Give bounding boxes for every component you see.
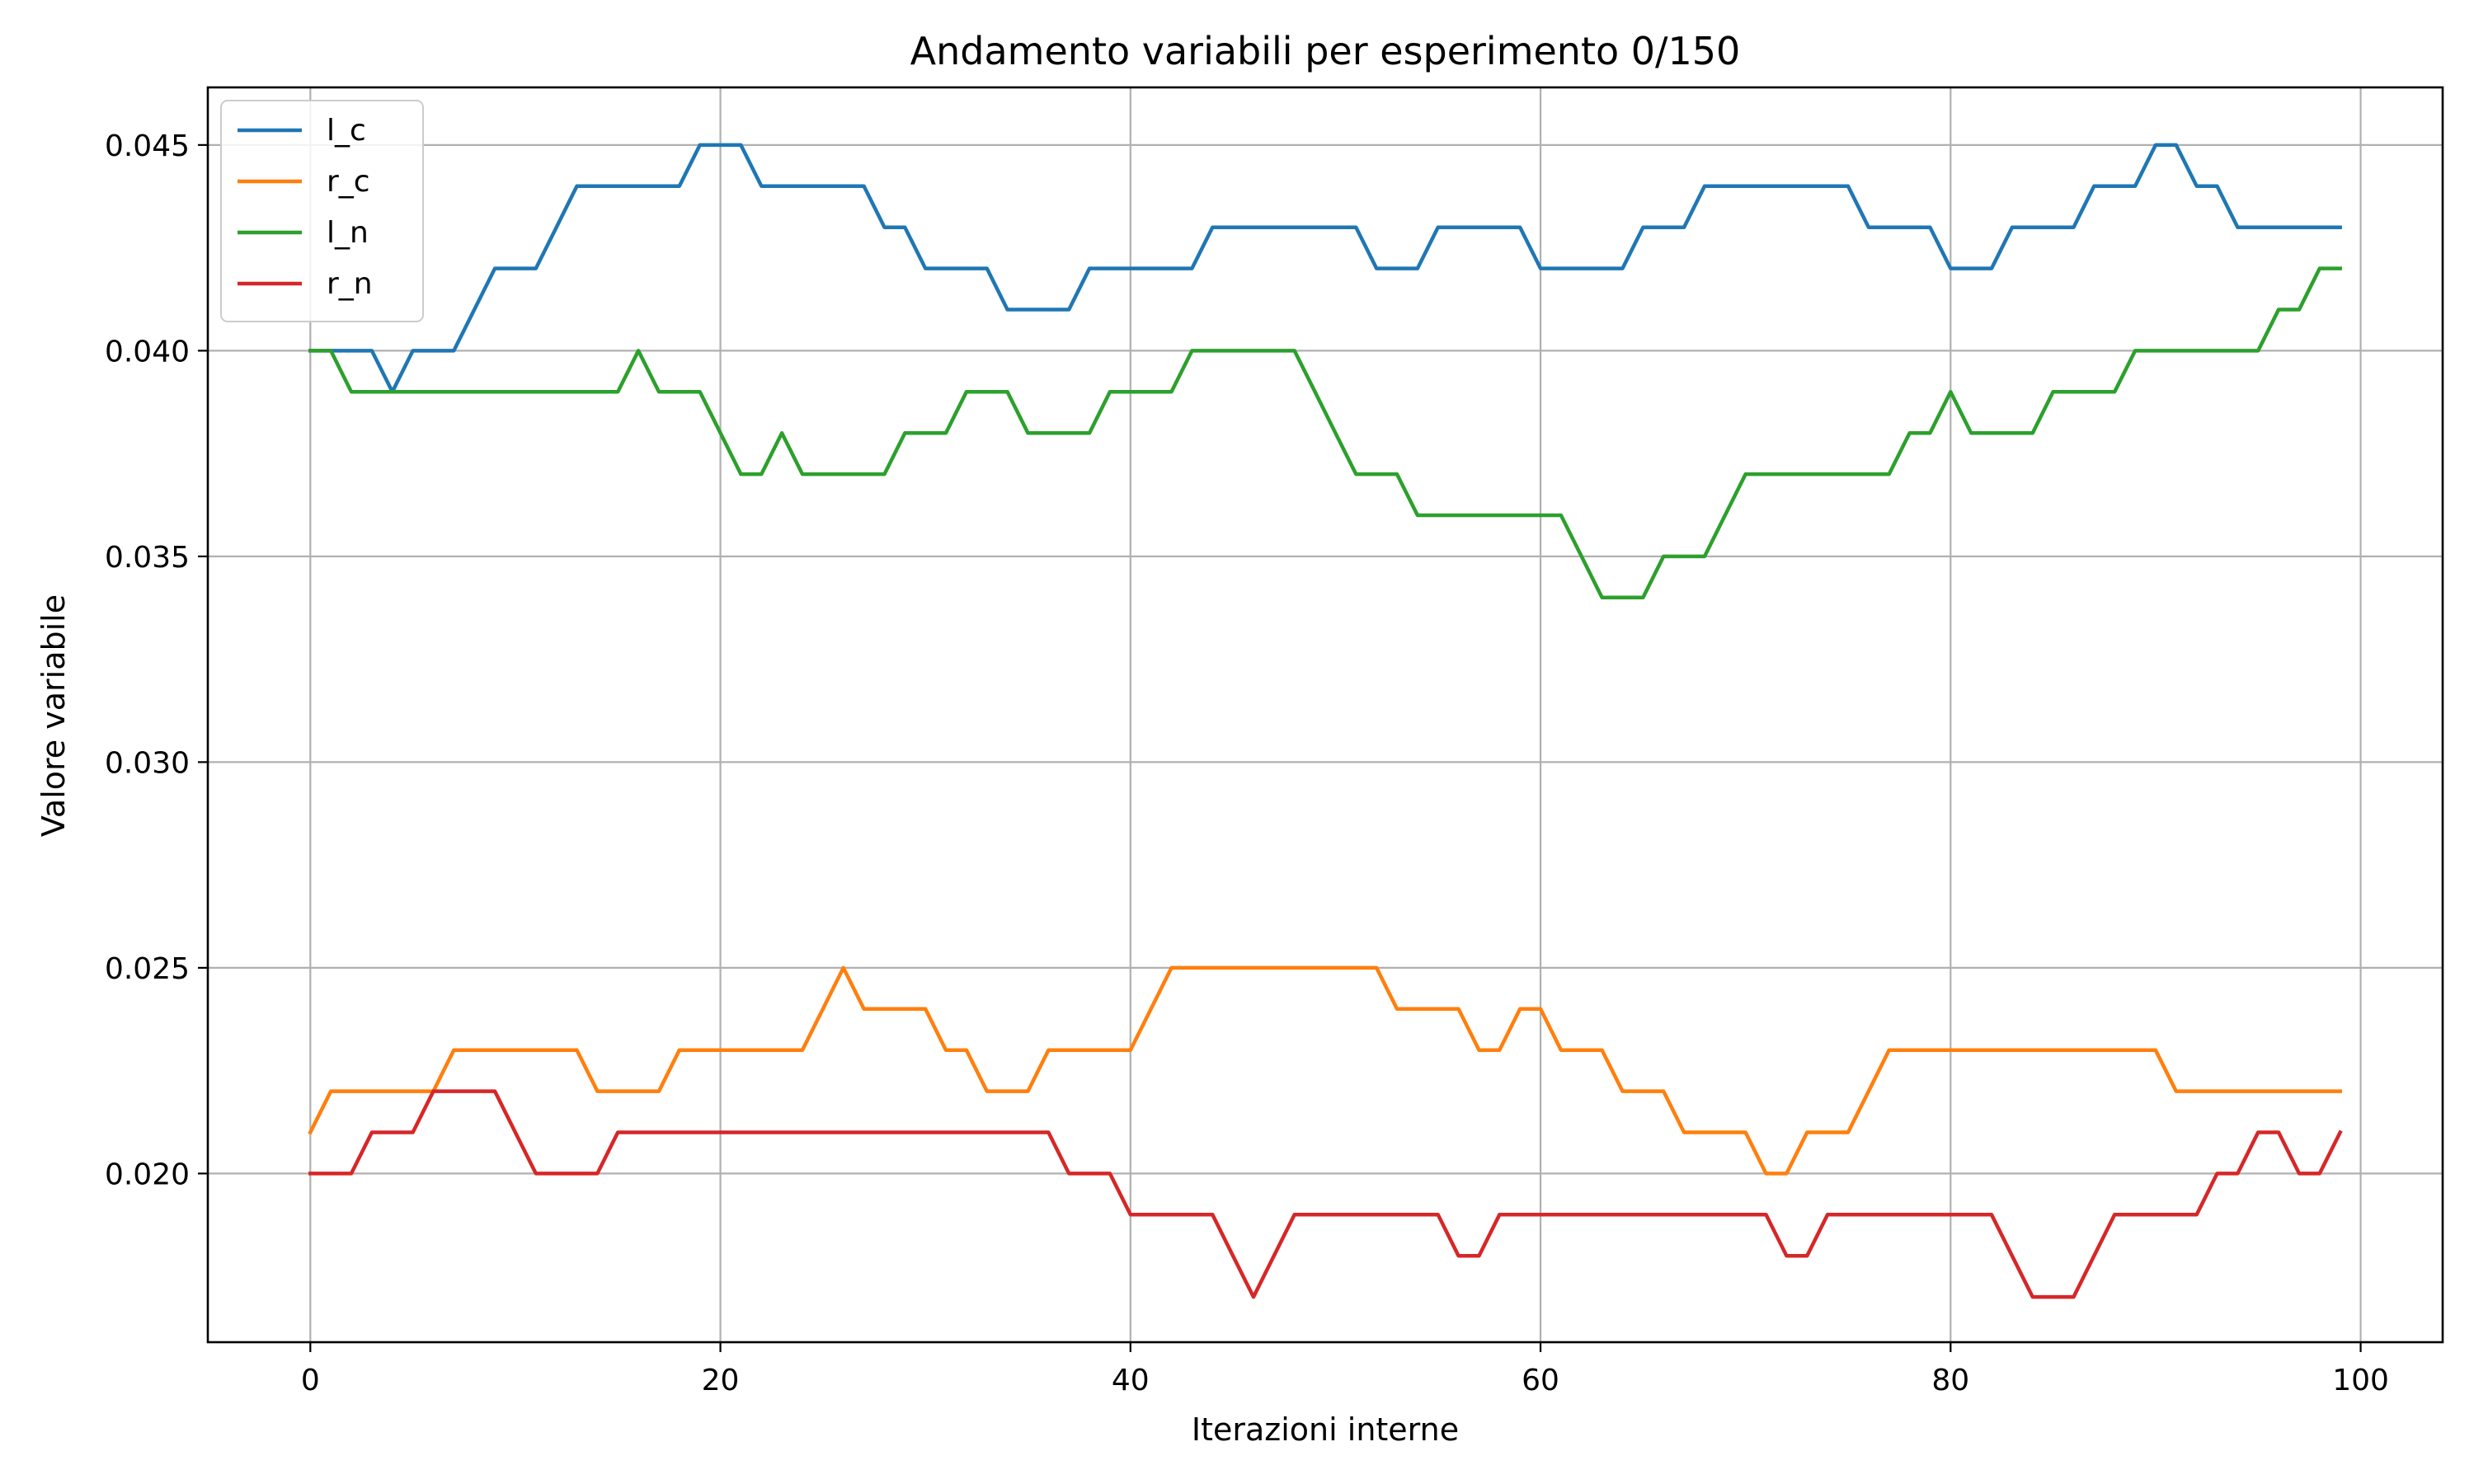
x-axis-label: Iterazioni interne xyxy=(1192,1411,1459,1448)
legend-box xyxy=(220,100,424,322)
axis-ticks: 0 20 40 60 80 100 0.020 0.025 0.030 0.035 0.040 0.0… xyxy=(105,129,2389,1397)
legend-label-l_c: l_c xyxy=(327,114,366,148)
y-tick-label: 0.045 xyxy=(105,129,190,163)
legend-label-r_n: r_n xyxy=(327,267,373,301)
series-line-r_c xyxy=(308,965,2342,1176)
y-tick-label: 0.035 xyxy=(105,541,190,575)
legend: l_c r_c l_n r_n xyxy=(220,100,424,322)
x-tick-label: 0 xyxy=(301,1364,320,1397)
chart-title: Andamento variabili per esperimento 0/15… xyxy=(910,29,1741,73)
grid xyxy=(208,87,2443,1342)
plot-frame xyxy=(206,86,2444,1344)
legend-label-l_n: l_n xyxy=(327,216,369,250)
y-tick-label: 0.040 xyxy=(105,335,190,369)
series-lines xyxy=(308,143,2343,1299)
y-tick-label: 0.030 xyxy=(105,746,190,780)
x-tick-label: 20 xyxy=(702,1364,740,1397)
y-tick-label: 0.025 xyxy=(105,952,190,986)
series-line-r_n xyxy=(308,1089,2343,1299)
x-tick-label: 60 xyxy=(1522,1364,1559,1397)
y-axis-label: Valore variabile xyxy=(35,594,72,837)
x-tick-label: 100 xyxy=(2332,1364,2389,1397)
series-line-l_n xyxy=(308,266,2342,600)
y-tick-label: 0.020 xyxy=(105,1158,190,1191)
legend-label-r_c: r_c xyxy=(327,165,370,199)
x-tick-label: 40 xyxy=(1112,1364,1150,1397)
series-line-l_c xyxy=(308,143,2342,394)
x-tick-label: 80 xyxy=(1931,1364,1969,1397)
